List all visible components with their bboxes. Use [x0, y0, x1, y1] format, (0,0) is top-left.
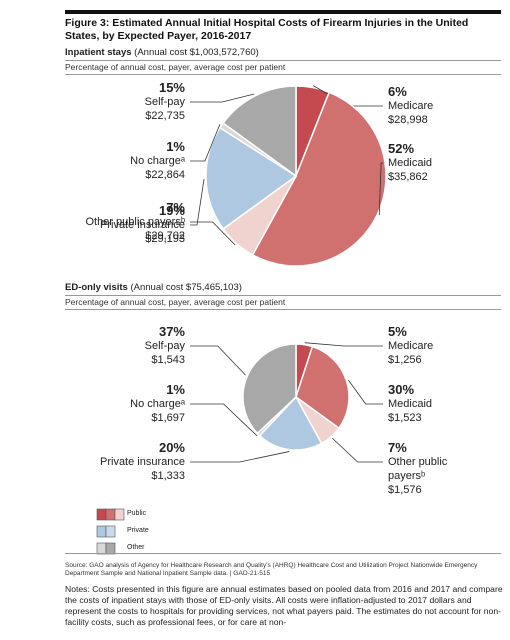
slice-label: 5% Medicare $1,256	[388, 324, 468, 367]
slice-label: 6% Medicare $28,998	[388, 84, 468, 127]
pie-slice	[251, 91, 387, 267]
slice-average-cost: $22,864	[145, 169, 185, 181]
leader-line	[378, 162, 383, 216]
slice-category: No chargeᵃ	[130, 155, 185, 167]
pie-slice	[258, 395, 323, 451]
leader-line	[190, 451, 290, 463]
legend-label: Private	[127, 527, 149, 534]
slice-percent: 20%	[158, 440, 185, 455]
slice-label: 30% Medicaid $1,523	[388, 382, 468, 425]
slice-label: 20% Private insurance $1,333	[65, 440, 185, 483]
legend-swatch	[96, 508, 107, 521]
notes: Notes: Costs presented in this figure ar…	[65, 584, 503, 627]
section-title: Inpatient stays	[65, 47, 132, 58]
slice-percent: 19%	[158, 203, 185, 218]
top-bar	[65, 10, 501, 14]
leader-line	[304, 342, 383, 347]
leader-line	[190, 93, 255, 103]
section-subtitle: (Annual cost $1,003,572,760)	[134, 47, 259, 58]
slice-percent: 1%	[166, 382, 185, 397]
slice-average-cost: $1,523	[388, 412, 422, 424]
slice-average-cost: $29,193	[145, 233, 185, 245]
slice-percent: 5%	[388, 324, 407, 339]
pie-slice	[242, 343, 297, 435]
slice-percent: 7%	[388, 440, 407, 455]
slice-category: Medicaid	[388, 157, 433, 169]
slice-average-cost: $1,333	[151, 470, 185, 482]
slice-category: Other public payersᵇ	[388, 456, 448, 482]
slice-label: 15% Self-pay $22,735	[65, 80, 185, 123]
slice-percent: 6%	[388, 84, 407, 99]
leader-line	[190, 403, 258, 437]
slice-percent: 7%	[166, 200, 185, 215]
divider	[65, 309, 501, 310]
slice-average-cost: $1,256	[388, 354, 422, 366]
slice-percent: 52%	[388, 141, 415, 156]
slice-percent: 15%	[158, 80, 185, 95]
slice-category: Other public payersᵇ	[85, 216, 185, 228]
divider	[65, 553, 501, 554]
divider	[65, 74, 501, 75]
leader-line	[347, 379, 383, 405]
section-header: Inpatient stays (Annual cost $1,003,572,…	[65, 47, 259, 58]
section-header: ED-only visits (Annual cost $75,465,103)	[65, 282, 242, 293]
leader-line	[190, 345, 246, 376]
section-subtitle: (Annual cost $75,465,103)	[130, 282, 242, 293]
slice-category: Medicaid	[388, 398, 433, 410]
slice-label: 7% Other public payersᵇ $29,702	[65, 200, 185, 243]
slice-label: 52% Medicaid $35,862	[388, 141, 468, 184]
legend-label: Other	[127, 544, 145, 551]
leader-line	[332, 437, 383, 463]
section-title: ED-only visits	[65, 282, 128, 293]
slice-label: 1% No chargeᵃ $1,697	[65, 382, 185, 425]
slice-category: Medicare	[388, 340, 434, 352]
pie-slice	[295, 345, 350, 430]
slice-percent: 1%	[166, 139, 185, 154]
slice-percent: 37%	[158, 324, 185, 339]
leader-line	[190, 178, 205, 226]
slice-category: Self-pay	[144, 96, 185, 108]
slice-label: 37% Self-pay $1,543	[65, 324, 185, 367]
slice-average-cost: $29,702	[145, 230, 185, 242]
slice-category: Private insurance	[100, 219, 185, 231]
slice-average-cost: $28,998	[388, 114, 428, 126]
legend-swatch	[114, 508, 125, 521]
leader-line	[190, 124, 221, 162]
slice-average-cost: $1,543	[151, 354, 185, 366]
section-description: Percentage of annual cost, payer, averag…	[65, 62, 286, 72]
legend-swatch	[105, 542, 116, 555]
slice-percent: 30%	[388, 382, 415, 397]
legend-swatch	[105, 525, 116, 538]
slice-average-cost: $1,697	[151, 412, 185, 424]
slice-label: 1% No chargeᵃ $22,864	[65, 139, 185, 182]
slice-category: Medicare	[388, 100, 434, 112]
legend-swatch	[96, 525, 107, 538]
slice-label: 7% Other public payersᵇ $1,576	[388, 440, 468, 497]
divider	[65, 295, 501, 296]
slice-average-cost: $35,862	[388, 171, 428, 183]
source: Source: GAO analysis of Agency for Healt…	[65, 562, 478, 577]
slice-category: Self-pay	[144, 340, 185, 352]
slice-average-cost: $22,735	[145, 110, 185, 122]
legend-swatch	[105, 508, 116, 521]
pie-slice	[222, 85, 297, 178]
slice-category: No chargeᵃ	[130, 398, 185, 410]
slice-label: 19% Private insurance $29,193	[65, 203, 185, 246]
section-description: Percentage of annual cost, payer, averag…	[65, 297, 286, 307]
slice-category: Private insurance	[100, 456, 185, 468]
legend-label: Public	[127, 510, 147, 517]
slice-average-cost: $1,576	[388, 484, 422, 496]
divider	[65, 60, 501, 61]
figure-title: Figure 3: Estimated Annual Initial Hospi…	[65, 17, 469, 42]
